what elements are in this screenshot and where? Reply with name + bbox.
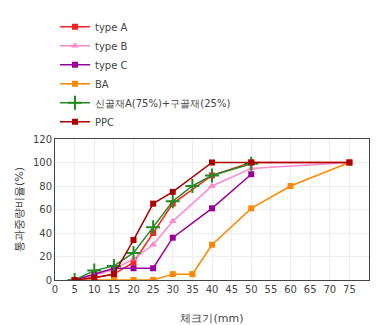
svg-text:0: 0: [52, 284, 58, 295]
svg-text:통과중량비율(%): 통과중량비율(%): [13, 167, 26, 252]
svg-text:20: 20: [127, 284, 140, 295]
svg-text:PPC: PPC: [95, 117, 114, 128]
svg-text:5: 5: [71, 284, 77, 295]
svg-text:체크기(mm): 체크기(mm): [180, 312, 243, 325]
svg-text:10: 10: [88, 284, 101, 295]
svg-text:35: 35: [186, 284, 199, 295]
svg-text:75: 75: [343, 284, 356, 295]
svg-text:65: 65: [304, 284, 317, 295]
svg-text:15: 15: [108, 284, 121, 295]
svg-text:BA: BA: [95, 79, 109, 90]
svg-text:type C: type C: [95, 60, 128, 71]
svg-text:20: 20: [39, 251, 52, 262]
svg-text:type B: type B: [95, 41, 128, 52]
svg-text:55: 55: [265, 284, 278, 295]
svg-text:120: 120: [33, 134, 52, 145]
svg-text:60: 60: [39, 204, 52, 215]
svg-text:60: 60: [284, 284, 297, 295]
svg-text:40: 40: [206, 284, 219, 295]
svg-text:40: 40: [39, 228, 52, 239]
svg-text:70: 70: [323, 284, 336, 295]
svg-text:30: 30: [166, 284, 179, 295]
svg-text:80: 80: [39, 181, 52, 192]
svg-text:type A: type A: [95, 22, 128, 33]
svg-text:0: 0: [46, 275, 52, 286]
svg-text:100: 100: [33, 157, 52, 168]
svg-text:신골재A(75%)+구골재(25%): 신골재A(75%)+구골재(25%): [95, 98, 230, 109]
svg-text:50: 50: [245, 284, 258, 295]
svg-text:45: 45: [225, 284, 238, 295]
svg-text:25: 25: [147, 284, 160, 295]
